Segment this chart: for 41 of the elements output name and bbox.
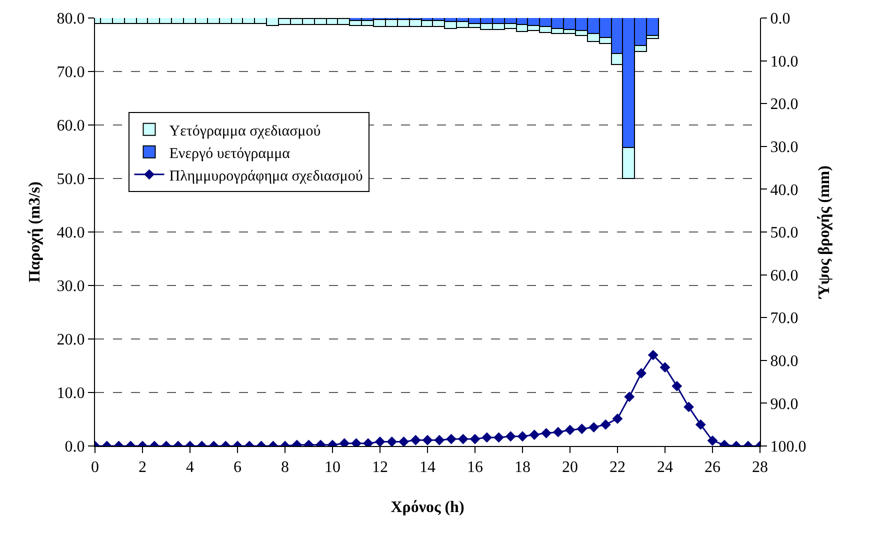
x-tick-label: 14 [420,459,436,476]
y2-tick-label: 80.0 [770,353,798,370]
x-tick-label: 28 [752,459,768,476]
x-tick-label: 2 [138,459,146,476]
x-tick-label: 22 [610,459,626,476]
legend-label: Υετόγραμμα σχεδιασμού [169,123,321,140]
y2-tick-label: 70.0 [770,310,798,328]
y2-tick-label: 10.0 [770,53,798,70]
y-axis-title: Παροχή (m3/s) [26,182,44,282]
y2-tick-label: 100.0 [770,438,806,456]
y2-tick-label: 20.0 [770,96,798,114]
y-tick-label: 30.0 [56,278,85,296]
x-tick-label: 26 [704,459,720,476]
y-tick-label: 10.0 [56,385,85,402]
y-tick-label: 80.0 [56,10,85,28]
x-axis-title: Χρόνος (h) [390,498,464,516]
x-tick-label: 24 [657,459,673,476]
y2-tick-label: 50.0 [770,224,798,242]
x-tick-label: 10 [324,459,340,476]
x-tick-label: 4 [186,459,194,476]
y2-tick-label: 90.0 [770,396,798,413]
y2-axis-title: Ύψος βροχής (mm) [816,166,833,300]
x-tick-label: 12 [372,459,388,476]
x-tick-label: 20 [562,459,578,476]
y2-tick-label: 40.0 [770,182,798,199]
y2-tick-label: 60.0 [770,267,798,284]
y-tick-label: 40.0 [56,224,85,242]
x-tick-label: 16 [467,459,483,476]
x-tick-label: 0 [91,459,99,476]
y-tick-label: 0.0 [64,438,85,456]
x-tick-label: 8 [281,459,289,476]
x-tick-label: 6 [234,459,242,476]
y-tick-label: 70.0 [56,64,85,82]
y2-tick-label: 0.0 [770,10,790,28]
legend-label: Ενεργό υετόγραμμα [169,146,290,162]
y-tick-label: 60.0 [56,118,85,135]
y-tick-label: 50.0 [56,171,85,188]
legend-label: Πλημμυρογράφημα σχεδιασμού [169,168,363,184]
x-tick-label: 18 [514,459,530,476]
y2-tick-label: 30.0 [770,139,798,156]
y-tick-label: 20.0 [56,332,85,349]
